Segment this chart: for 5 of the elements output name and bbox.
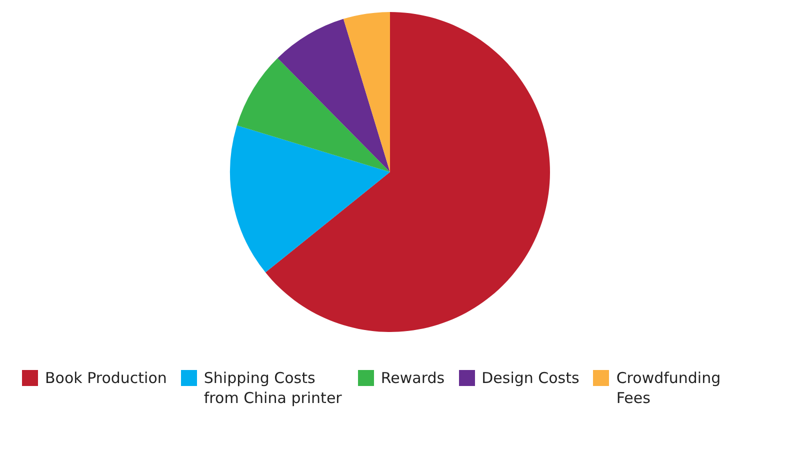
legend-label: Shipping Costs from China printer [204, 368, 343, 408]
legend-label: Design Costs [482, 368, 580, 388]
legend-label: Book Production [45, 368, 167, 388]
legend-label: Rewards [380, 368, 445, 388]
legend-label: Crowdfunding Fees [616, 368, 722, 408]
